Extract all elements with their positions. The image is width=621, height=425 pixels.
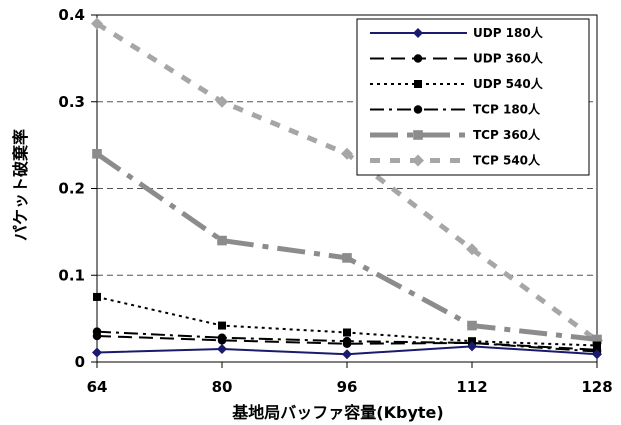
- x-tick-label: 112: [456, 378, 487, 396]
- tick-labels: 0 0.1 0.2 0.3 0.4 64 80 96 112 128: [58, 6, 612, 396]
- x-tick-label: 64: [87, 378, 108, 396]
- legend-marker: [412, 154, 424, 167]
- data-point: [592, 349, 602, 360]
- legend-label: TCP 540人: [473, 153, 541, 168]
- y-tick-label: 0.3: [58, 93, 85, 111]
- grid-lines: [97, 101, 597, 276]
- x-tick-label: 80: [212, 378, 233, 396]
- y-tick-label: 0: [75, 353, 85, 371]
- legend-marker: [413, 28, 423, 38]
- legend-label: UDP 360人: [473, 51, 544, 66]
- legend-item: TCP 540人: [370, 153, 541, 168]
- series-line: [95, 151, 598, 342]
- data-point: [217, 235, 227, 246]
- data-point: [91, 17, 103, 30]
- data-point: [92, 347, 102, 358]
- data-point: [467, 320, 477, 331]
- legend-label: UDP 180人: [473, 25, 544, 40]
- y-tick-label: 0.4: [58, 6, 85, 24]
- data-point: [467, 341, 477, 352]
- data-point: [218, 321, 226, 330]
- legend-marker: [413, 54, 423, 63]
- legend-marker: [413, 130, 423, 140]
- data-point: [217, 336, 227, 345]
- legend-item: TCP 360人: [370, 127, 541, 142]
- data-point: [342, 349, 352, 360]
- data-point: [93, 292, 101, 301]
- series-4: [92, 149, 602, 345]
- data-point: [593, 341, 601, 350]
- y-tick-label: 0.1: [58, 266, 85, 284]
- data-point: [217, 343, 227, 354]
- x-axis-title: 基地局バッファ容量(Kbyte): [231, 403, 443, 422]
- data-point: [592, 334, 602, 345]
- x-tick-label: 96: [337, 378, 358, 396]
- legend-item: UDP 540人: [370, 76, 544, 91]
- legend-label: UDP 540人: [473, 76, 544, 91]
- data-point: [341, 147, 353, 160]
- legend-label: TCP 180人: [473, 102, 541, 117]
- data-point: [343, 328, 351, 337]
- legend-item: UDP 180人: [370, 25, 544, 40]
- legend-marker: [414, 80, 422, 88]
- data-point: [216, 95, 228, 108]
- legend-item: TCP 180人: [370, 102, 541, 117]
- series-layer: [91, 17, 603, 360]
- y-axis-title: パケット破棄率: [11, 129, 30, 241]
- x-tick-label: 128: [581, 378, 612, 396]
- y-tick-label: 0.2: [58, 180, 85, 198]
- data-point: [92, 331, 102, 341]
- data-point: [342, 253, 352, 263]
- legend-label: TCP 360人: [473, 127, 541, 142]
- legend-box: [356, 18, 590, 176]
- data-point: [342, 339, 352, 349]
- legend: UDP 180人 UDP 360人 UDP 540人 TCP 180人 TCP 360人…: [356, 18, 590, 176]
- data-point: [92, 149, 102, 159]
- legend-marker: [413, 105, 423, 114]
- legend-item: UDP 360人: [370, 51, 544, 66]
- axes: [91, 14, 598, 368]
- data-point: [466, 243, 478, 256]
- series-0: [92, 341, 602, 360]
